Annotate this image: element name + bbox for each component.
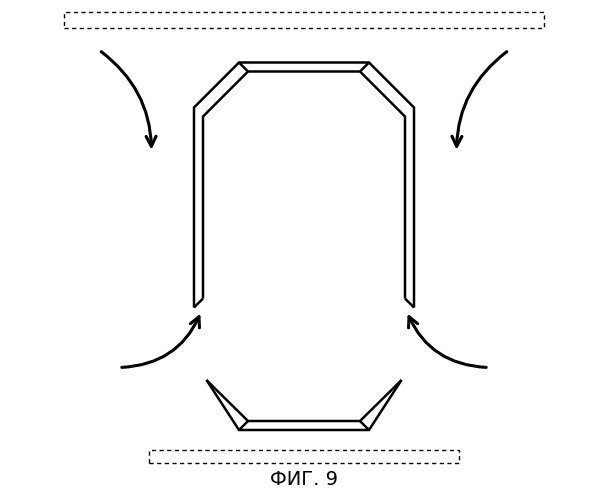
FancyArrowPatch shape (409, 316, 486, 368)
Bar (64, 12, 544, 28)
FancyArrowPatch shape (122, 316, 199, 368)
Text: ФИГ. 9: ФИГ. 9 (270, 470, 338, 489)
FancyArrowPatch shape (452, 52, 507, 146)
Bar (149, 450, 459, 462)
FancyArrowPatch shape (101, 52, 156, 146)
